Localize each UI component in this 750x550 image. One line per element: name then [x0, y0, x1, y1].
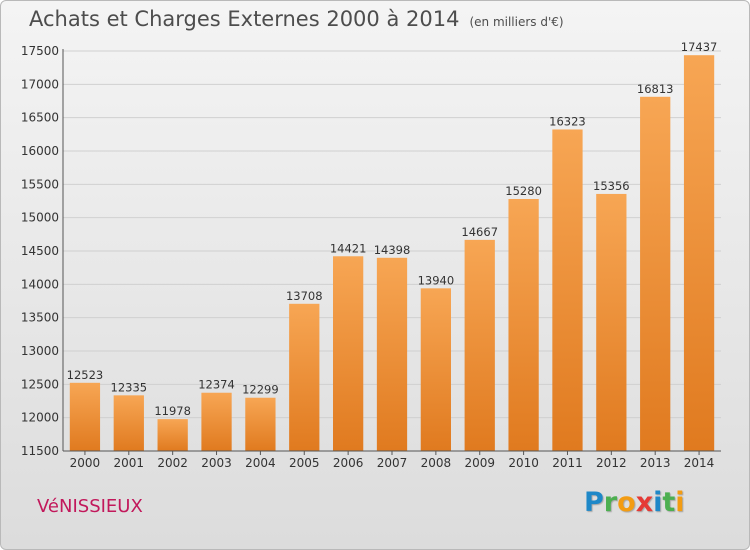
y-tick-label: 13500	[21, 311, 59, 325]
bar	[464, 239, 495, 451]
x-tick-label: 2014	[684, 456, 715, 470]
x-tick-label: 2005	[289, 456, 320, 470]
x-tick-label: 2010	[508, 456, 539, 470]
data-label: 17437	[681, 40, 718, 54]
data-label: 13708	[286, 289, 323, 303]
bar	[289, 303, 320, 451]
x-tick-label: 2013	[640, 456, 671, 470]
bar	[69, 382, 101, 451]
unit-note: (en milliers d'€)	[469, 15, 564, 29]
y-tick-label: 14500	[21, 244, 59, 258]
bar	[157, 419, 188, 451]
bar	[245, 397, 276, 451]
commune-name: VéNISSIEUX	[37, 496, 143, 517]
bar	[201, 392, 232, 451]
y-tick-label: 12000	[21, 411, 59, 425]
x-tick-label: 2003	[201, 456, 232, 470]
logo-letter: x	[635, 487, 654, 518]
y-tick-label: 16500	[21, 111, 59, 125]
data-label: 15356	[593, 179, 630, 193]
bar	[596, 193, 627, 451]
data-labels: 12523 12335 11978 12374 12299 13708 14421 14398…	[67, 40, 718, 418]
data-label: 14421	[330, 241, 367, 255]
data-label: 14398	[374, 243, 411, 257]
title-line: Achats et Charges Externes 2000 à 2014 (e…	[29, 7, 564, 31]
data-label: 12523	[67, 368, 104, 382]
x-tick-label: 2000	[70, 456, 101, 470]
data-label: 16323	[549, 114, 586, 128]
bar	[420, 288, 452, 451]
axes: 11500 12000 12500 13000 13500 14000 14500 15000…	[21, 44, 721, 470]
bar	[332, 256, 364, 451]
bar	[552, 129, 583, 451]
x-tick-label: 2011	[552, 456, 583, 470]
x-tick-label: 2002	[157, 456, 188, 470]
logo-letter: P	[584, 487, 604, 518]
chart-title: Achats et Charges Externes 2000 à 2014	[29, 7, 460, 31]
data-label: 12335	[111, 380, 148, 394]
logo-letter: o	[617, 487, 636, 518]
y-tick-label: 17000	[21, 77, 59, 91]
data-label: 16813	[637, 82, 674, 96]
data-label: 11978	[154, 404, 191, 418]
bar	[640, 96, 671, 452]
x-tick-label: 2009	[464, 456, 495, 470]
x-tick-label: 2001	[114, 456, 145, 470]
x-tick-label: 2008	[421, 456, 452, 470]
x-tick-label: 2004	[245, 456, 276, 470]
bars	[69, 55, 715, 452]
y-tick-label: 14000	[21, 277, 59, 291]
bar	[113, 395, 144, 451]
logo-letter: r	[603, 487, 618, 518]
logo-letter: i	[675, 487, 685, 518]
bar	[683, 55, 715, 451]
bar	[508, 199, 539, 451]
x-tick-label: 2012	[596, 456, 627, 470]
data-label: 14667	[461, 225, 498, 239]
y-tick-label: 11500	[21, 444, 59, 458]
y-tick-label: 16000	[21, 144, 59, 158]
y-tick-label: 15000	[21, 211, 59, 225]
data-label: 13940	[418, 273, 455, 287]
x-tick-label: 2007	[377, 456, 408, 470]
data-label: 12299	[242, 383, 279, 397]
data-label: 12374	[198, 378, 235, 392]
logo-letter: i	[653, 487, 663, 518]
bar	[376, 257, 408, 451]
proxiti-logo: Proxiti	[584, 487, 685, 518]
y-tick-label: 12500	[21, 377, 59, 391]
data-label: 15280	[505, 184, 542, 198]
x-tick-label: 2006	[333, 456, 364, 470]
logo-letter: t	[662, 487, 676, 518]
y-tick-label: 15500	[21, 177, 59, 191]
y-tick-label: 17500	[21, 44, 59, 58]
y-tick-label: 13000	[21, 344, 59, 358]
